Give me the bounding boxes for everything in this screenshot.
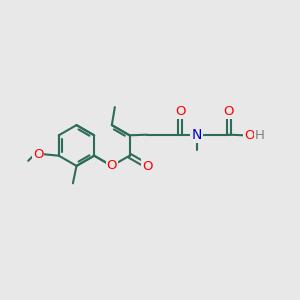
Text: N: N	[191, 128, 202, 142]
Text: O: O	[33, 148, 44, 161]
Text: O: O	[142, 160, 153, 172]
Text: O: O	[224, 105, 234, 119]
Text: O: O	[175, 105, 185, 118]
Text: H: H	[255, 129, 265, 142]
Text: O: O	[244, 129, 255, 142]
Text: O: O	[106, 159, 117, 172]
